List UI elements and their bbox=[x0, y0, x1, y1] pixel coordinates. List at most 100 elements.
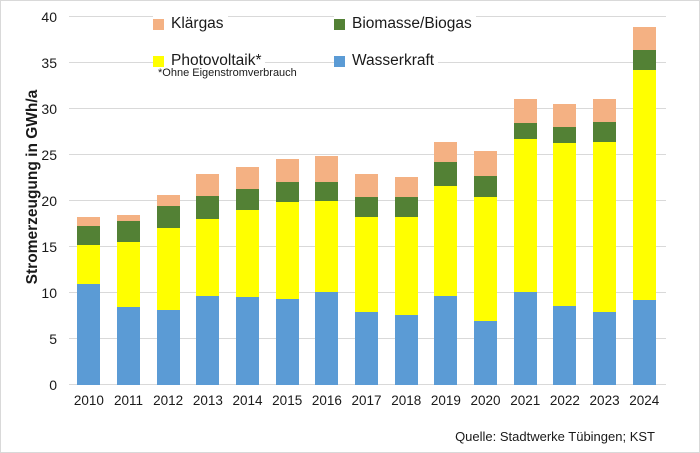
y-tick-label-25: 25 bbox=[41, 147, 57, 163]
bar-column-2021 bbox=[505, 98, 545, 385]
y-tick-label-30: 30 bbox=[41, 101, 57, 117]
legend-footnote: *Ohne Eigenstromverbrauch bbox=[158, 67, 297, 79]
legend-item-klaergas: Klärgas bbox=[153, 14, 228, 34]
bar-column-2017 bbox=[347, 174, 387, 385]
x-tick-label-2024: 2024 bbox=[629, 393, 660, 408]
bar-segment-2022-wasserkraft bbox=[553, 305, 577, 385]
bar-segment-2016-biomassebiogas bbox=[315, 181, 339, 202]
bar-segment-2017-biomassebiogas bbox=[355, 197, 379, 217]
bar-stack-2011 bbox=[117, 214, 140, 385]
source-note: Quelle: Stadtwerke Tübingen; KST bbox=[455, 429, 655, 444]
bar-segment-2023-photovoltaik bbox=[593, 142, 617, 313]
x-tick-label-2015: 2015 bbox=[272, 393, 303, 408]
y-tick-label-0: 0 bbox=[49, 377, 57, 393]
bar-segment-2012-wasserkraft bbox=[156, 309, 180, 385]
bar-segment-2021-biomassebiogas bbox=[513, 122, 537, 140]
bar-segment-2021-photovoltaik bbox=[513, 139, 537, 293]
bar-stack-2018 bbox=[394, 177, 418, 385]
wasserkraft-swatch-icon bbox=[334, 55, 345, 67]
bar-column-2013 bbox=[188, 174, 228, 385]
bar-segment-2015-wasserkraft bbox=[275, 299, 299, 385]
bar-column-2023 bbox=[585, 98, 625, 385]
bar-segment-2010-klrgas bbox=[77, 216, 101, 226]
bar-stack-2022 bbox=[553, 104, 577, 385]
bar-column-2019 bbox=[426, 142, 466, 385]
bar-segment-2014-klrgas bbox=[236, 166, 260, 190]
bar-segment-2016-photovoltaik bbox=[315, 201, 339, 293]
legend-label: Klärgas bbox=[171, 15, 224, 32]
bar-column-2011 bbox=[109, 214, 149, 385]
y-axis-title: Stromerzeugung in GWh/a bbox=[24, 89, 41, 285]
bar-stack-2014 bbox=[236, 166, 260, 385]
bar-segment-2013-wasserkraft bbox=[196, 295, 220, 385]
y-tick-label-15: 15 bbox=[41, 239, 57, 255]
bar-segment-2024-biomassebiogas bbox=[632, 50, 656, 71]
bar-stack-2013 bbox=[196, 174, 220, 385]
bar-segment-2017-wasserkraft bbox=[355, 312, 379, 385]
bar-segment-2024-wasserkraft bbox=[632, 300, 656, 385]
bar-stack-2024 bbox=[632, 27, 656, 385]
x-tick-label-2016: 2016 bbox=[311, 393, 342, 408]
bar-segment-2010-photovoltaik bbox=[77, 245, 101, 284]
bar-segment-2022-photovoltaik bbox=[553, 143, 577, 306]
x-tick-label-2017: 2017 bbox=[351, 393, 382, 408]
bar-segment-2015-klrgas bbox=[275, 158, 299, 182]
bar-segment-2011-photovoltaik bbox=[117, 242, 140, 307]
bar-segment-2019-klrgas bbox=[434, 142, 458, 163]
bar-segment-2021-klrgas bbox=[513, 98, 537, 123]
bar-stack-2016 bbox=[315, 155, 339, 385]
bar-segment-2010-biomassebiogas bbox=[77, 225, 101, 246]
bar-segment-2022-biomassebiogas bbox=[553, 126, 577, 144]
bar-segment-2011-klrgas bbox=[117, 214, 140, 222]
bar-segment-2023-klrgas bbox=[593, 98, 617, 122]
bar-stack-2021 bbox=[513, 98, 537, 385]
legend-item-photovoltaik: Photovoltaik* bbox=[153, 51, 266, 71]
klaergas-swatch-icon bbox=[153, 18, 164, 30]
bar-column-2012 bbox=[148, 194, 188, 385]
bar-stack-2017 bbox=[355, 174, 379, 385]
x-tick-label-2023: 2023 bbox=[589, 393, 620, 408]
bar-column-2020 bbox=[466, 151, 506, 385]
x-tick-label-2018: 2018 bbox=[391, 393, 422, 408]
bar-stack-2019 bbox=[434, 142, 458, 385]
bar-segment-2022-klrgas bbox=[553, 104, 577, 127]
bar-segment-2018-biomassebiogas bbox=[394, 197, 418, 217]
x-tick-label-2020: 2020 bbox=[470, 393, 501, 408]
x-tick-label-2022: 2022 bbox=[549, 393, 580, 408]
bar-segment-2013-klrgas bbox=[196, 174, 220, 197]
x-tick-label-2019: 2019 bbox=[430, 393, 461, 408]
bar-column-2018 bbox=[386, 177, 426, 385]
bar-segment-2011-biomassebiogas bbox=[117, 221, 140, 243]
x-tick-label-2011: 2011 bbox=[113, 393, 144, 408]
bar-segment-2010-wasserkraft bbox=[77, 283, 101, 385]
legend-label: Photovoltaik* bbox=[171, 52, 262, 69]
bar-segment-2011-wasserkraft bbox=[117, 306, 140, 385]
bar-segment-2023-biomassebiogas bbox=[593, 121, 617, 143]
bar-column-2024 bbox=[624, 27, 664, 385]
bar-segment-2016-klrgas bbox=[315, 155, 339, 182]
bar-segment-2017-klrgas bbox=[355, 174, 379, 198]
bar-segment-2013-biomassebiogas bbox=[196, 196, 220, 219]
bar-stack-2015 bbox=[275, 158, 299, 385]
bar-column-2010 bbox=[69, 216, 109, 385]
x-tick-label-2014: 2014 bbox=[232, 393, 263, 408]
bar-segment-2018-photovoltaik bbox=[394, 216, 418, 316]
legend-label: Wasserkraft bbox=[352, 52, 435, 69]
bar-segment-2015-photovoltaik bbox=[275, 201, 299, 300]
bar-column-2022 bbox=[545, 104, 585, 385]
legend-item-biomasse: Biomasse/Biogas bbox=[334, 14, 476, 34]
bar-segment-2016-wasserkraft bbox=[315, 292, 339, 385]
bar-segment-2014-wasserkraft bbox=[236, 296, 260, 385]
x-tick-label-2021: 2021 bbox=[510, 393, 541, 408]
bar-segment-2024-klrgas bbox=[632, 27, 656, 51]
y-tick-label-35: 35 bbox=[41, 55, 57, 71]
bar-segment-2018-klrgas bbox=[394, 177, 418, 198]
bar-segment-2014-biomassebiogas bbox=[236, 189, 260, 211]
gridline-30 bbox=[69, 108, 666, 109]
bar-segment-2019-wasserkraft bbox=[434, 295, 458, 385]
bar-stack-2023 bbox=[593, 98, 617, 385]
legend-label: Biomasse/Biogas bbox=[352, 15, 472, 32]
biomasse-swatch-icon bbox=[334, 18, 345, 30]
photovoltaik-swatch-icon bbox=[153, 55, 164, 67]
